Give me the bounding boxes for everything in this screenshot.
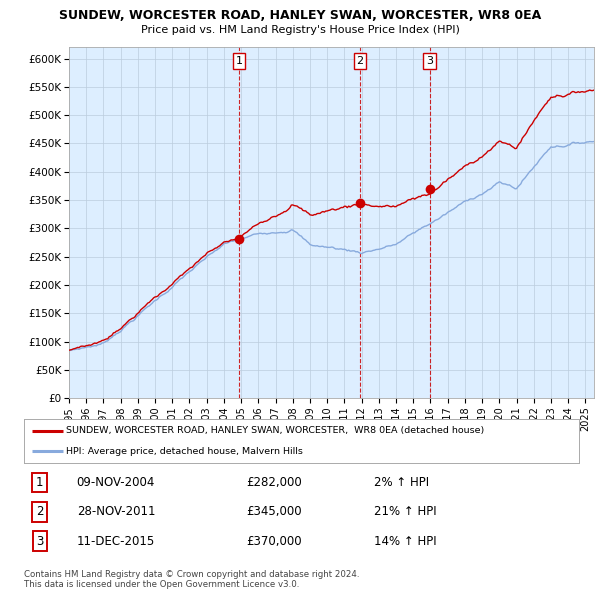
- Text: SUNDEW, WORCESTER ROAD, HANLEY SWAN, WORCESTER,  WR8 0EA (detached house): SUNDEW, WORCESTER ROAD, HANLEY SWAN, WOR…: [65, 427, 484, 435]
- Text: 3: 3: [426, 56, 433, 66]
- Text: 1: 1: [36, 476, 43, 489]
- Text: £282,000: £282,000: [246, 476, 302, 489]
- Text: 14% ↑ HPI: 14% ↑ HPI: [374, 535, 436, 548]
- Text: Price paid vs. HM Land Registry's House Price Index (HPI): Price paid vs. HM Land Registry's House …: [140, 25, 460, 35]
- Text: 1: 1: [235, 56, 242, 66]
- Text: £370,000: £370,000: [246, 535, 302, 548]
- Text: 28-NOV-2011: 28-NOV-2011: [77, 505, 155, 519]
- Text: 2: 2: [356, 56, 364, 66]
- Text: 2: 2: [36, 505, 43, 519]
- Text: 2% ↑ HPI: 2% ↑ HPI: [374, 476, 429, 489]
- Text: 11-DEC-2015: 11-DEC-2015: [77, 535, 155, 548]
- Text: 3: 3: [36, 535, 43, 548]
- Text: Contains HM Land Registry data © Crown copyright and database right 2024.
This d: Contains HM Land Registry data © Crown c…: [24, 570, 359, 589]
- Text: SUNDEW, WORCESTER ROAD, HANLEY SWAN, WORCESTER, WR8 0EA: SUNDEW, WORCESTER ROAD, HANLEY SWAN, WOR…: [59, 9, 541, 22]
- Text: 09-NOV-2004: 09-NOV-2004: [77, 476, 155, 489]
- Text: £345,000: £345,000: [246, 505, 302, 519]
- Text: HPI: Average price, detached house, Malvern Hills: HPI: Average price, detached house, Malv…: [65, 447, 302, 455]
- Text: 21% ↑ HPI: 21% ↑ HPI: [374, 505, 436, 519]
